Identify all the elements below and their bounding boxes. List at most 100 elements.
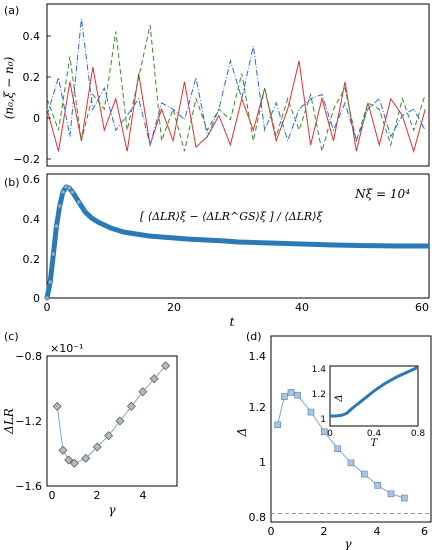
panel-b-point (54, 223, 60, 229)
panel-b-xlabel: t (230, 315, 235, 329)
panel-d-xtick-0: 0 (268, 525, 275, 538)
panel-d-marker (401, 494, 408, 502)
panel-c-marker (115, 416, 125, 426)
panel-a-series-line-2 (46, 18, 426, 147)
panel-c-ytick-m1.2: −1.2 (15, 415, 42, 428)
panel-a-ytick-m0.2: −0.2 (13, 153, 40, 166)
panel-b-point (76, 199, 82, 205)
panel-c-marker (138, 387, 148, 397)
panel-d-marker (321, 428, 328, 436)
panel-d-label: (d) (246, 330, 262, 343)
panel-a-series (46, 18, 426, 154)
panel-c-xtick-4: 4 (140, 489, 147, 502)
panel-d: (d) 1.4 1.2 1 0.8 0 2 4 6 γ Δ 1.4 1.2 1 … (235, 330, 432, 550)
panel-b-xtick-40: 40 (295, 301, 309, 314)
panel-b-ytick-0.2: 0.2 (23, 253, 41, 266)
panel-c-marker (64, 455, 74, 465)
panel-c-marker (58, 445, 68, 455)
panel-b-point (47, 279, 53, 285)
panel-c-ylabel: ΔLR (2, 408, 16, 435)
panel-c-xlabel: γ (108, 503, 116, 517)
panel-d-marker (361, 470, 368, 478)
panel-d-marker (374, 482, 381, 489)
panel-b-curve (44, 184, 429, 299)
panel-d-marker (287, 389, 295, 396)
panel-b-point (60, 189, 66, 195)
panel-b-annotation-formula: [ ⟨ΔLR⟩ξ − ⟨ΔLR^GS⟩ξ ] / ⟨ΔLR⟩ξ (140, 210, 323, 223)
panel-c-line (56, 365, 166, 464)
panel-d-frame (270, 335, 432, 523)
panel-c-label: (c) (4, 330, 19, 343)
panel-b-xtick-0: 0 (44, 301, 51, 314)
inset-curve (330, 365, 419, 418)
panel-c-marker (92, 442, 102, 452)
panel-c-xtick-2: 2 (94, 489, 101, 502)
panel-c-ytick-m1.6: −1.6 (15, 480, 42, 493)
panel-b-series (44, 184, 429, 301)
panel-b-ytick-0: 0 (33, 292, 40, 305)
panel-c: (c) ×10⁻¹ −0.8 −1.2 −1.6 0 2 4 γ ΔLR (2, 330, 178, 517)
panel-b-frame (46, 173, 430, 299)
panel-c-ytick-m0.8: −0.8 (15, 350, 42, 363)
panel-d-xtick-6: 6 (421, 525, 428, 538)
panel-b-label: (b) (4, 176, 20, 189)
panel-d-marker (307, 408, 315, 416)
panel-b-point (69, 189, 75, 195)
panel-d-ylabel: Δ (235, 428, 249, 438)
panel-d-marker (281, 393, 288, 400)
panel-d-marker (274, 421, 281, 429)
panel-a-label: (a) (4, 4, 19, 17)
panel-c-marker (81, 453, 91, 463)
panel-c-marker (161, 361, 171, 371)
panel-c-multiplier: ×10⁻¹ (50, 342, 83, 355)
inset-ytick-1.4: 1.4 (312, 365, 327, 375)
inset-xtick-0.8: 0.8 (411, 429, 426, 439)
inset-ytick-1: 1 (320, 415, 326, 425)
panel-d-inset-frame (329, 365, 419, 427)
panel-d-ytick-0.8: 0.8 (249, 511, 267, 524)
panel-b-ytick-0.4: 0.4 (23, 213, 41, 226)
panel-c-xtick-0: 0 (49, 489, 56, 502)
panel-d-ytick-1.4: 1.4 (249, 350, 267, 363)
panel-b-point (50, 251, 56, 257)
panel-d-xtick-4: 4 (374, 525, 381, 538)
inset-xtick-0: 0 (327, 429, 333, 439)
panel-b-point (44, 295, 50, 301)
panel-b-ytick-0.6: 0.6 (23, 173, 41, 186)
panel-d-inset: 1.4 1.2 1 0 0.4 0.8 T Δ (312, 365, 426, 449)
panel-c-series (52, 361, 171, 468)
panel-b-xtick-60: 60 (415, 301, 429, 314)
panel-a-ytick-0.4: 0.4 (23, 30, 41, 43)
panel-b-xtick-20: 20 (167, 301, 181, 314)
panel-a-ytick-0: 0 (33, 112, 40, 125)
panel-c-marker (69, 458, 79, 468)
panel-b-point (57, 203, 63, 209)
panel-d-ytick-1: 1 (259, 456, 266, 469)
panel-a-series-line-1 (46, 24, 426, 152)
panel-b-annotation-n: Nξ = 10⁴ (354, 187, 410, 201)
panel-d-xlabel: γ (344, 537, 352, 550)
inset-ytick-1.2: 1.2 (312, 390, 326, 400)
panel-c-marker (104, 431, 114, 441)
panel-b: (b) Nξ = 10⁴ [ ⟨ΔLR⟩ξ − ⟨ΔLR^GS⟩ξ ] / ⟨Δ… (4, 173, 430, 329)
panel-a-frame (46, 3, 430, 167)
inset-xtick-0.4: 0.4 (367, 429, 382, 439)
inset-ylabel: Δ (334, 394, 345, 402)
panel-d-marker (294, 391, 301, 399)
panel-c-marker (52, 401, 62, 411)
panel-c-marker (126, 401, 136, 411)
panel-d-marker (387, 490, 395, 498)
panel-a-series-line-0 (46, 60, 426, 154)
panel-a-ytick-0.2: 0.2 (23, 71, 41, 84)
panel-a-ylabel: (n₀,ξ − n₀) (2, 56, 16, 119)
inset-xlabel: T (371, 438, 379, 449)
panel-d-inset-series (330, 365, 419, 418)
panel-d-ytick-1.2: 1.2 (249, 401, 267, 414)
panel-d-series (271, 389, 431, 514)
panel-b-point (66, 185, 72, 191)
panel-d-marker (334, 445, 341, 453)
panel-c-frame (46, 355, 178, 487)
panel-a: (a) 0.4 0.2 0 −0.2 (n₀,ξ − n₀) (2, 3, 430, 167)
panel-c-marker (149, 374, 159, 384)
